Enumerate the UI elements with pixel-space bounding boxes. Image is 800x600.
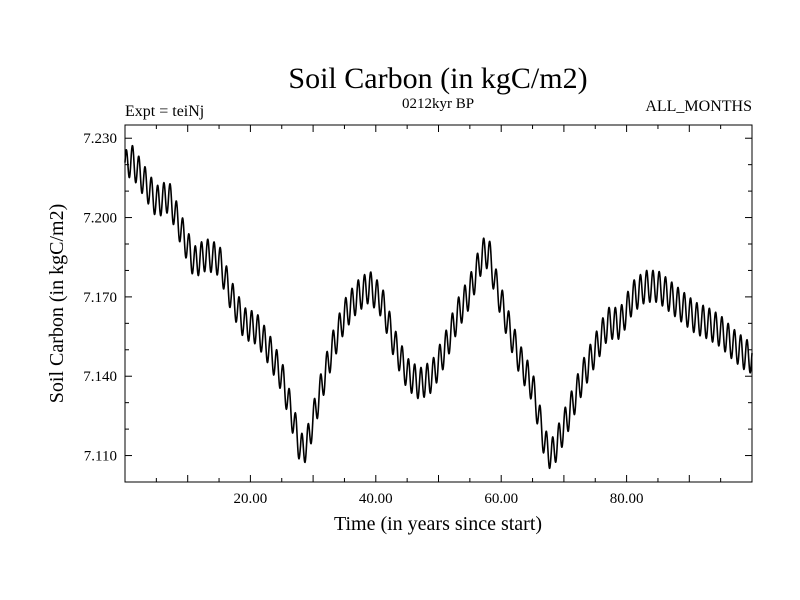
y-tick-label: 7.140: [83, 369, 117, 385]
y-tick-label: 7.110: [84, 449, 117, 465]
x-tick-label: 80.00: [610, 491, 644, 507]
y-tick-label: 7.200: [83, 211, 117, 227]
x-tick-label: 40.00: [359, 491, 393, 507]
chart-subtitle: 0212kyr BP: [402, 96, 474, 112]
plot-area: 20.00 40.00 60.00 80.00 7.110 7.140 7.170 7.200…: [83, 125, 753, 507]
y-tick-label: 7.170: [83, 290, 117, 306]
plot-frame: [124, 124, 753, 483]
y-axis-label: Soil Carbon (in kgC/m2): [46, 204, 68, 403]
x-axis-label: Time (in years since start): [334, 513, 542, 535]
x-tick-label: 20.00: [234, 491, 268, 507]
experiment-label: Expt = teiNj: [125, 103, 204, 120]
x-tick-label: 60.00: [484, 491, 518, 507]
series-line: [124, 144, 753, 470]
chart-title: Soil Carbon (in kgC/m2): [288, 62, 587, 95]
months-label: ALL_MONTHS: [645, 98, 752, 115]
y-tick-label: 7.230: [83, 131, 117, 147]
